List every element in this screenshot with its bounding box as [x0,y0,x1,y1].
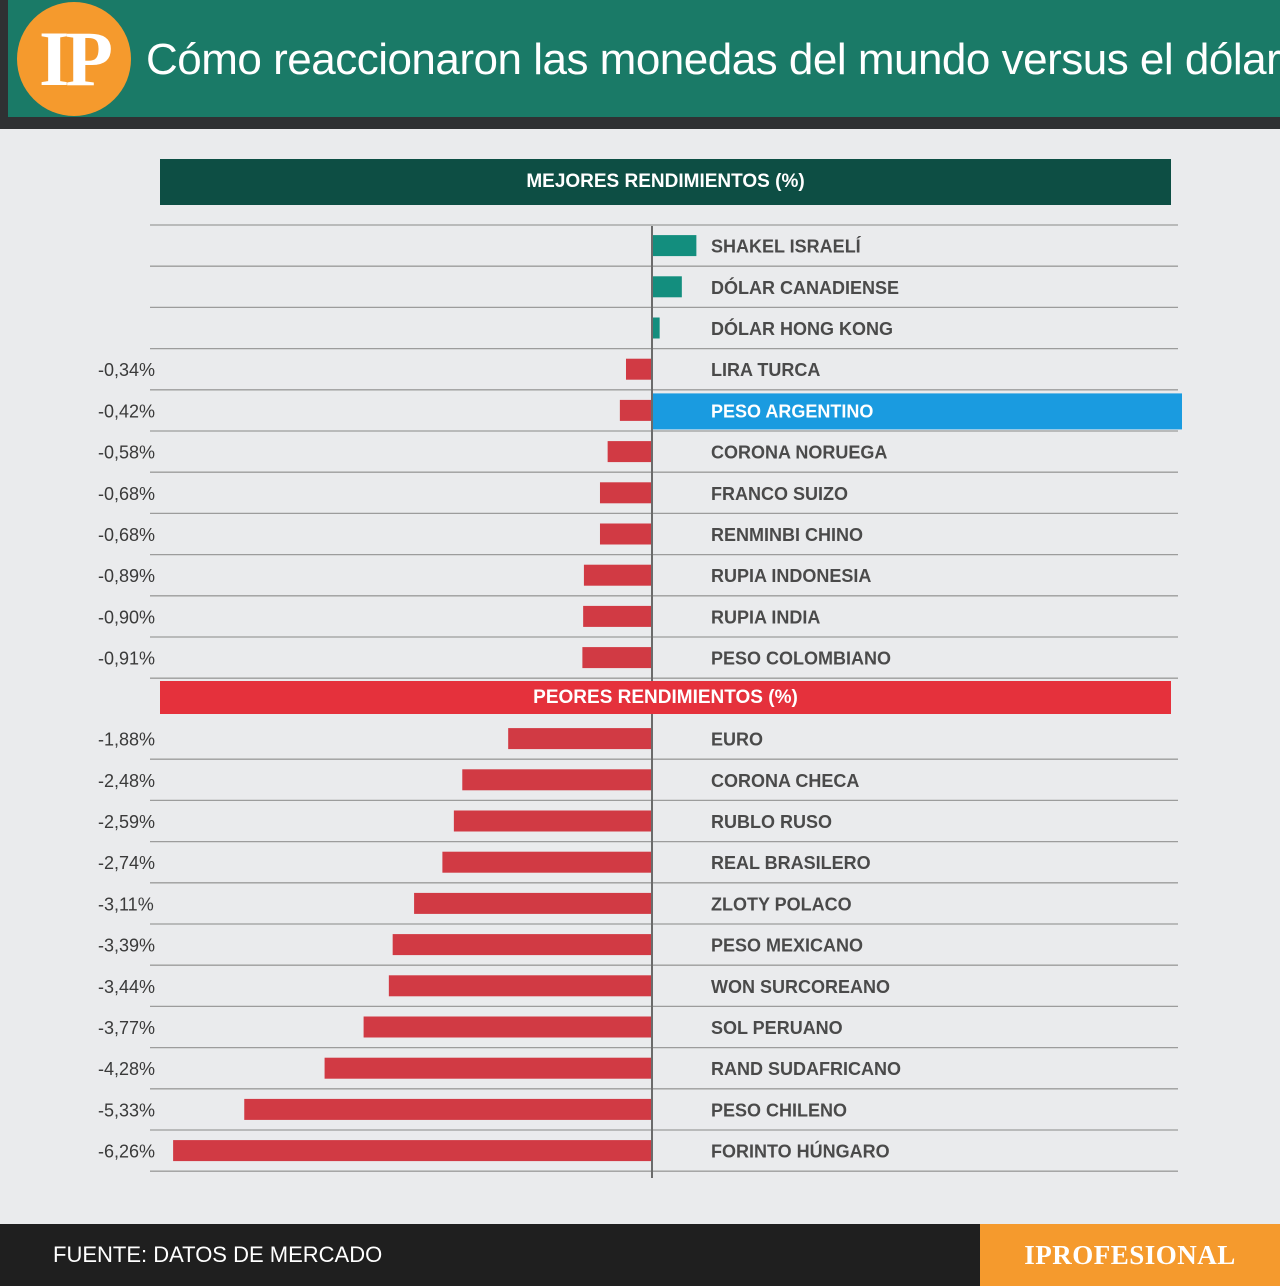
value-label: -3,11% [98,894,154,914]
source-note: FUENTE: DATOS DE MERCADO [53,1242,383,1267]
bar-dolar-hong-kong [652,317,660,339]
bar-rand-sudafricano [324,1057,652,1079]
value-label: -2,59% [98,812,155,832]
currency-label-dolar-canadiense: DÓLAR CANADIENSE [711,277,899,298]
footer: FUENTE: DATOS DE MERCADO IPROFESIONAL [0,1224,1280,1286]
bar-franco-suizo [599,482,652,504]
bar-lira-turca [625,358,652,380]
currency-label-peso-colombiano: PESO COLOMBIANO [711,649,891,669]
value-label: -0,91% [98,649,155,669]
value-label: -4,28% [98,1059,155,1079]
worst-performers-bar: PEORES RENDIMIENTOS (%) [160,681,1171,714]
currency-label-zloty-polaco: ZLOTY POLACO [711,894,852,914]
best-performers-bar: MEJORES RENDIMIENTOS (%) [160,159,1171,205]
value-label: -0,42% [98,401,155,421]
value-label: -2,74% [98,853,155,873]
bar-dolar-canadiense [652,276,682,298]
currency-label-sol-peruano: SOL PERUANO [711,1018,843,1038]
header-banner [0,0,1280,117]
bar-real-brasilero [442,851,652,873]
bar-zloty-polaco [414,892,652,914]
value-label: -0,58% [98,443,155,463]
currency-label-renminbi-chino: RENMINBI CHINO [711,525,863,545]
currency-label-corona-checa: CORONA CHECA [711,771,859,791]
currency-label-rand-sudafricano: RAND SUDAFRICANO [711,1059,901,1079]
bar-peso-chileno [244,1098,652,1120]
brand-logo-text: IPROFESIONAL [1024,1239,1236,1270]
value-label: -0,68% [98,525,155,545]
bar-won-surcoreano [388,975,652,997]
value-label: -2,48% [98,771,155,791]
value-label: -5,33% [98,1100,155,1120]
bar-corona-noruega [607,441,652,463]
currency-label-rublo-ruso: RUBLO RUSO [711,812,832,832]
currency-label-shakel-israeli: SHAKEL ISRAELÍ [711,236,862,257]
bar-peso-argentino [619,399,652,421]
bar-rublo-ruso [453,810,652,832]
value-label: -6,26% [98,1142,155,1162]
currency-label-won-surcoreano: WON SURCOREANO [711,977,890,997]
currency-label-rupia-india: RUPIA INDIA [711,607,820,627]
highlight-layer [652,393,1182,430]
bar-sol-peruano [363,1016,652,1038]
bar-corona-checa [462,769,652,791]
currency-label-lira-turca: LIRA TURCA [711,360,820,380]
bar-euro [508,728,652,750]
currency-label-corona-noruega: CORONA NORUEGA [711,443,887,463]
page-title: Cómo reaccionaron las monedas del mundo … [146,35,1280,84]
header-shadow [0,117,1280,129]
brand-block: IPROFESIONAL [980,1224,1280,1286]
value-label: -0,34% [98,360,155,380]
header-left-edge [0,0,8,129]
currency-label-peso-argentino: PESO ARGENTINO [711,401,873,421]
currency-label-forinto-hungaro: FORINTO HÚNGARO [711,1141,890,1162]
bar-shakel-israeli [652,235,697,257]
bar-peso-colombiano [582,647,652,669]
currency-label-dolar-hong-kong: DÓLAR HONG KONG [711,318,893,339]
worst-performers-label: PEORES RENDIMIENTOS (%) [533,686,798,708]
currency-label-real-brasilero: REAL BRASILERO [711,853,871,873]
bar-rupia-india [583,605,652,627]
currency-label-euro: EURO [711,730,763,750]
bar-rupia-indonesia [583,564,652,586]
bar-renminbi-chino [599,523,652,545]
currency-label-rupia-indonesia: RUPIA INDONESIA [711,566,871,586]
best-performers-label: MEJORES RENDIMIENTOS (%) [526,171,805,192]
ip-logo: IP [17,2,131,116]
labels-layer: SHAKEL ISRAELÍ DÓLAR CANADIENSE DÓLAR HONG… [98,236,901,1162]
value-label: -3,77% [98,1018,155,1038]
value-label: -1,88% [98,730,155,750]
highlight-band [652,393,1182,430]
currency-label-peso-chileno: PESO CHILENO [711,1100,847,1120]
bar-peso-mexicano [392,934,652,956]
logo-text: IP [39,15,113,102]
value-label: -0,90% [98,607,155,627]
value-label: -0,68% [98,484,155,504]
bar-forinto-hungaro [173,1140,653,1162]
row-gridlines [150,224,1178,1172]
currency-label-peso-mexicano: PESO MEXICANO [711,936,863,956]
bars-layer [173,235,697,1162]
value-label: -3,39% [98,936,155,956]
currency-label-franco-suizo: FRANCO SUIZO [711,484,848,504]
value-label: -3,44% [98,977,155,997]
value-label: -0,89% [98,566,155,586]
